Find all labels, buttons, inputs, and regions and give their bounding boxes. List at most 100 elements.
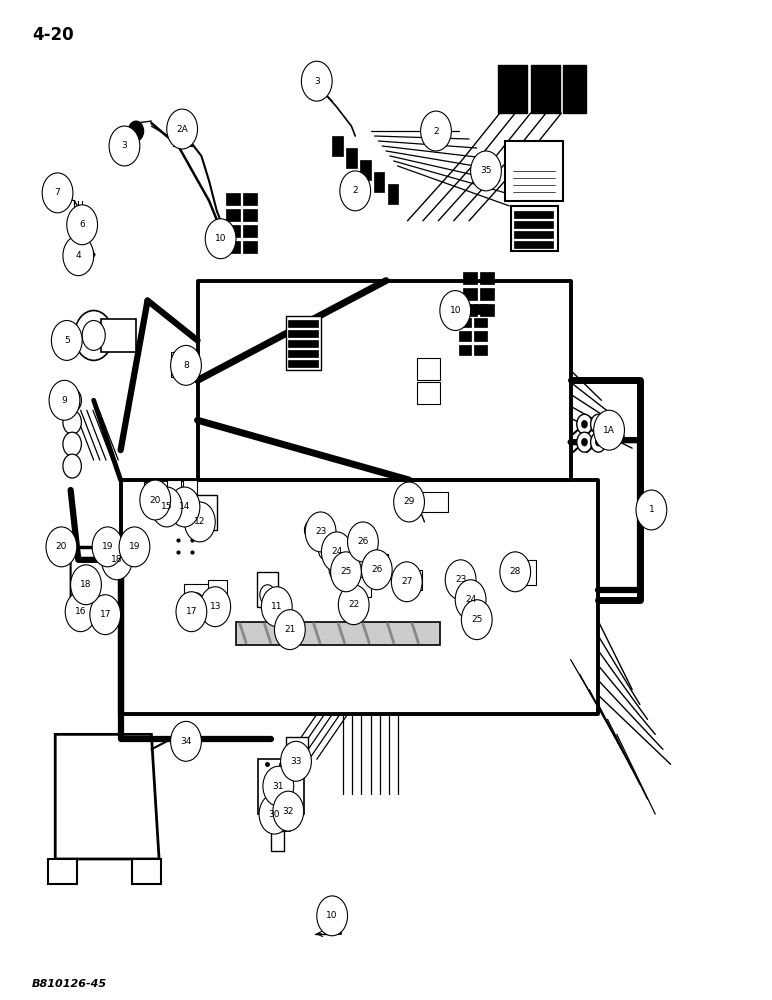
Text: 22: 22 [348,600,359,609]
Text: 1A: 1A [603,426,615,435]
Bar [243,193,257,205]
Circle shape [275,610,305,650]
Circle shape [594,410,625,450]
Circle shape [49,380,80,420]
Circle shape [46,527,76,567]
Text: 30: 30 [269,810,280,819]
Bar [480,272,493,284]
Text: 33: 33 [290,757,302,766]
Bar [226,241,240,253]
Text: 16: 16 [75,607,86,616]
Circle shape [595,438,601,446]
Bar [257,572,279,607]
Text: 3: 3 [314,77,320,86]
Circle shape [317,896,347,936]
Text: 18: 18 [80,580,92,589]
Bar [243,241,257,253]
Text: 25: 25 [340,567,352,576]
Circle shape [595,420,601,428]
Bar [185,584,208,612]
Circle shape [169,487,200,527]
Text: 2: 2 [353,186,358,195]
Circle shape [340,171,371,211]
Bar [463,288,477,300]
Bar [463,272,477,284]
Circle shape [471,151,501,191]
Text: 13: 13 [209,602,221,611]
Circle shape [74,311,113,360]
Text: 32: 32 [283,807,294,816]
Bar [417,382,440,404]
Bar [480,288,493,300]
Polygon shape [236,622,440,645]
Text: 8: 8 [183,361,189,370]
Bar [101,539,113,555]
Circle shape [140,480,171,520]
Bar [288,330,317,337]
Circle shape [394,482,425,522]
Circle shape [76,219,87,233]
Text: 14: 14 [179,502,190,511]
Bar [275,813,290,831]
Circle shape [577,432,592,452]
Circle shape [499,552,530,592]
Bar [417,358,440,380]
Text: 34: 34 [181,737,191,746]
Text: 4: 4 [76,251,81,260]
Circle shape [318,540,334,560]
Circle shape [313,69,328,89]
Text: 20: 20 [56,542,67,551]
Bar [475,318,487,327]
Circle shape [391,562,422,602]
Bar [563,65,586,113]
Circle shape [50,532,73,562]
Text: 5: 5 [64,336,69,345]
Circle shape [185,502,215,542]
Circle shape [63,432,81,456]
Text: 6: 6 [80,220,85,229]
Text: 24: 24 [331,547,343,556]
Text: 17: 17 [185,607,197,616]
Circle shape [591,414,606,434]
Circle shape [63,236,93,276]
Bar [132,859,161,884]
Bar [171,352,198,377]
Bar [208,580,227,610]
Bar [480,304,493,316]
Circle shape [52,320,82,360]
Circle shape [63,388,81,412]
Circle shape [347,522,378,562]
Bar [226,193,240,205]
Circle shape [330,552,361,592]
Circle shape [167,109,198,149]
Circle shape [301,61,332,101]
Bar [183,480,197,505]
Bar [459,345,472,355]
Bar [48,859,76,884]
Circle shape [42,173,73,213]
Circle shape [421,111,452,151]
Circle shape [260,585,276,605]
Bar [271,831,284,851]
Bar [463,304,477,316]
Circle shape [440,291,471,330]
Bar [226,209,240,221]
Circle shape [445,560,476,600]
Bar [417,492,448,512]
Circle shape [581,438,587,446]
Bar [288,320,317,327]
Text: 31: 31 [273,782,284,791]
Bar [243,209,257,221]
Text: 10: 10 [215,234,226,243]
Text: 29: 29 [404,497,415,506]
Text: 35: 35 [480,166,492,175]
Bar [258,759,303,814]
Bar [459,304,472,314]
Circle shape [259,794,290,834]
Bar [324,914,341,934]
Bar [173,131,192,146]
Bar [475,345,487,355]
Circle shape [101,540,132,580]
Bar [286,316,320,370]
Text: 17: 17 [100,610,111,619]
